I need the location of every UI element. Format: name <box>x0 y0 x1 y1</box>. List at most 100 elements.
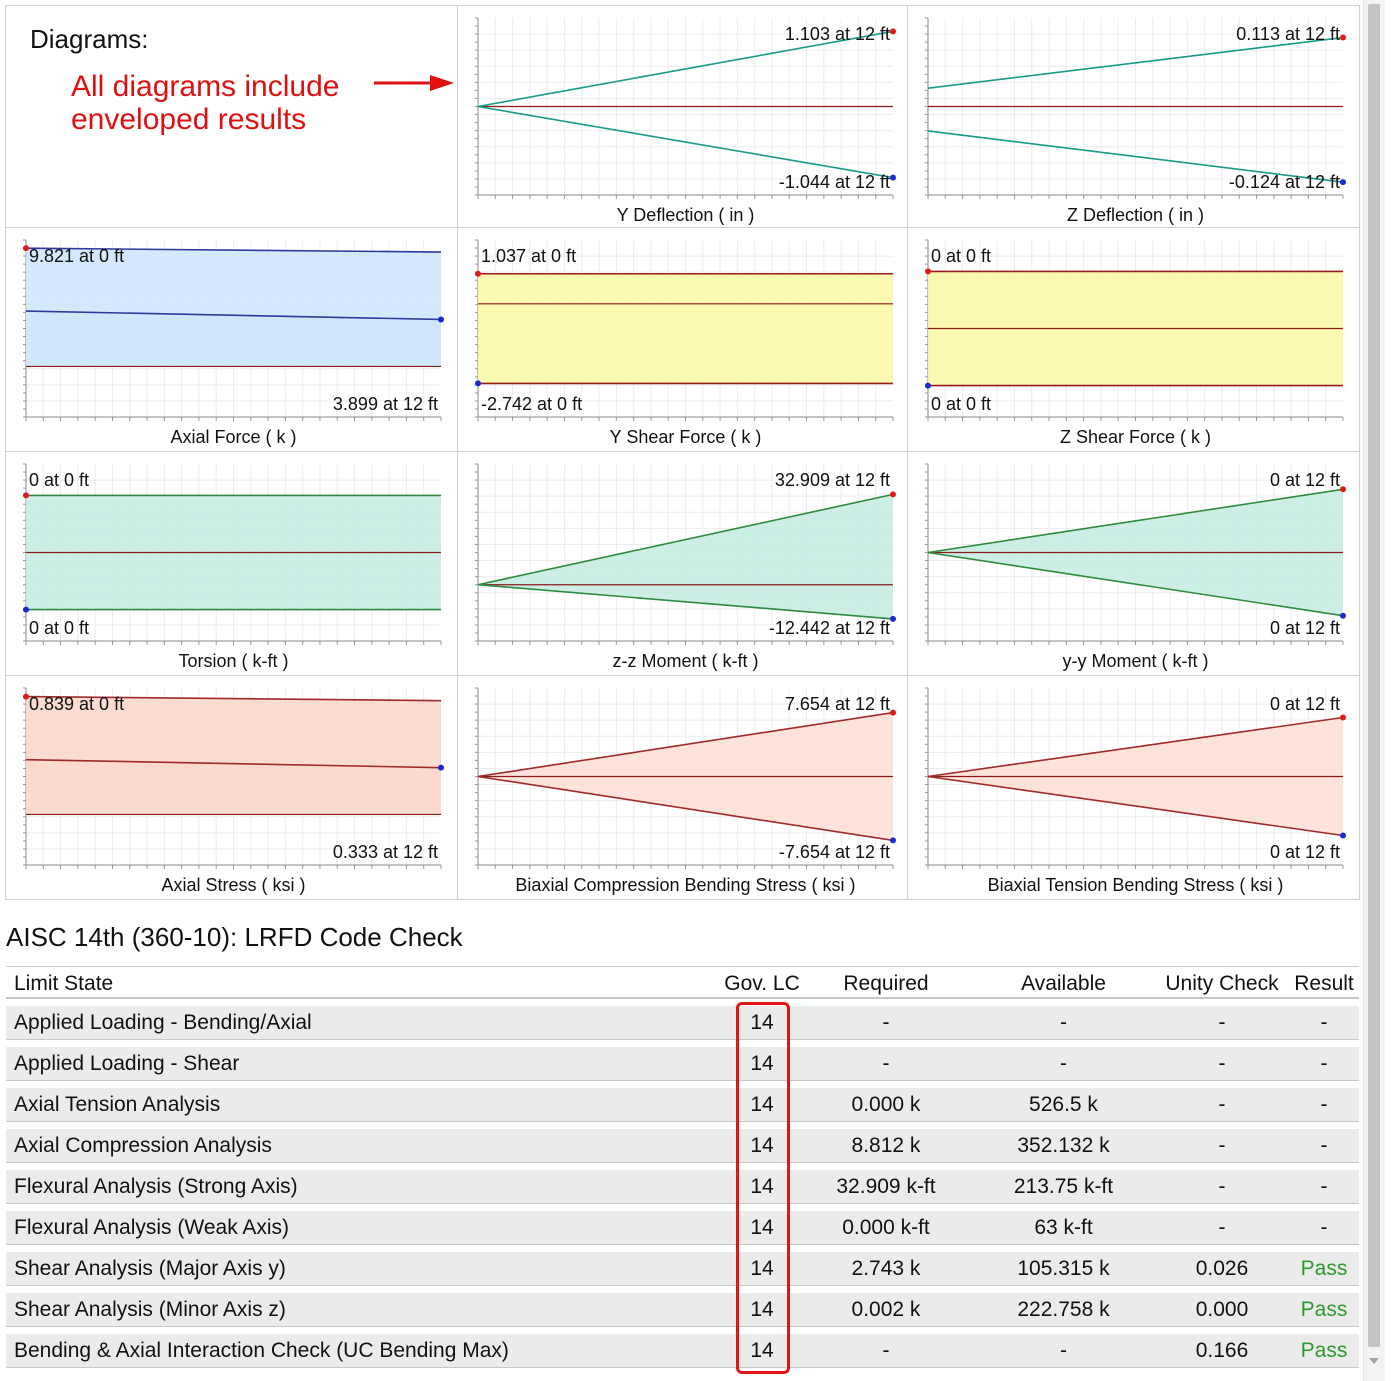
enveloped-results-note: All diagrams include enveloped results <box>71 70 339 136</box>
max-point-marker[interactable] <box>475 270 481 277</box>
note-line-1: All diagrams include <box>71 70 340 103</box>
diagram-title: Axial Stress ( ksi ) <box>161 875 305 895</box>
table-row[interactable]: Bending & Axial Interaction Check (UC Be… <box>6 1334 1359 1368</box>
cell-unity-check: 0.026 <box>1195 1257 1249 1280</box>
table-row[interactable]: Axial Tension Analysis 14 0.000 k 526.5 k - - <box>6 1088 1359 1122</box>
value-annotation: 7.654 at 12 ft <box>785 694 890 714</box>
value-annotation: 0 at 0 ft <box>931 394 991 414</box>
min-point-marker[interactable] <box>1340 179 1346 186</box>
min-point-marker[interactable] <box>890 174 896 181</box>
min-point-marker[interactable] <box>438 764 444 771</box>
diagram-title: Z Shear Force ( k ) <box>1060 427 1211 447</box>
cell-limit-state: Applied Loading - Bending/Axial <box>14 1011 312 1034</box>
cell-limit-state: Bending & Axial Interaction Check (UC Be… <box>14 1339 509 1362</box>
max-point-marker[interactable] <box>1340 714 1346 721</box>
max-point-marker[interactable] <box>890 491 896 498</box>
table-row[interactable]: Applied Loading - Bending/Axial 14 - - - - <box>6 1006 1359 1040</box>
diagram-title: y-y Moment ( k-ft ) <box>1062 651 1208 671</box>
max-point-marker[interactable] <box>890 709 896 716</box>
table-row[interactable]: Shear Analysis (Minor Axis z) 14 0.002 k 22… <box>6 1293 1359 1327</box>
value-annotation: 9.821 at 0 ft <box>29 246 124 266</box>
cell-required: 0.000 k-ft <box>842 1216 930 1239</box>
min-point-marker[interactable] <box>475 380 481 387</box>
cell-limit-state: Axial Tension Analysis <box>14 1093 221 1116</box>
max-point-marker[interactable] <box>23 245 29 252</box>
header-gov-lc[interactable]: Gov. LC <box>724 972 800 995</box>
code-check-rows: Applied Loading - Bending/Axial 14- - - - App… <box>6 1006 1359 1368</box>
table-row[interactable]: Shear Analysis (Major Axis y) 14 2.743 k 10… <box>6 1252 1359 1286</box>
diagram-title: Y Deflection ( in ) <box>617 205 755 225</box>
diagram-zz-moment: 32.909 at 12 ft -12.442 at 12 ft z-z Momen… <box>475 463 896 671</box>
cell-unity-check: 0.166 <box>1195 1339 1249 1362</box>
value-annotation: 0.113 at 12 ft <box>1236 24 1340 44</box>
value-annotation: 0 at 0 ft <box>29 618 89 638</box>
cell-result: - <box>1320 1011 1328 1034</box>
cell-required: - <box>882 1339 890 1362</box>
max-envelope-line <box>477 493 894 586</box>
header-required[interactable]: Required <box>843 972 929 995</box>
cell-gov-lc: 14 <box>750 1339 774 1362</box>
header-limit-state[interactable]: Limit State <box>14 972 114 995</box>
cell-gov-lc: 14 <box>750 1052 774 1075</box>
max-point-marker[interactable] <box>1340 486 1346 493</box>
cell-gov-lc: 14 <box>750 1216 774 1239</box>
cell-gov-lc: 14 <box>750 1134 774 1157</box>
cell-gov-lc: 14 <box>750 1257 774 1280</box>
min-point-marker[interactable] <box>925 382 931 389</box>
value-annotation: 0.839 at 0 ft <box>29 694 124 714</box>
negative-fill-area <box>26 552 441 610</box>
min-envelope-line <box>477 583 894 620</box>
header-unity-check[interactable]: Unity Check <box>1165 972 1279 995</box>
table-row[interactable]: Axial Compression Analysis 14 8.812 k 352.1… <box>6 1129 1359 1163</box>
diagrams-frame <box>5 5 1360 900</box>
table-row[interactable]: Flexural Analysis (Weak Axis) 14 0.000 k-f… <box>6 1211 1359 1245</box>
value-annotation: 32.909 at 12 ft <box>775 470 890 490</box>
positive-fill-area <box>928 271 1343 329</box>
cell-required: 2.743 k <box>851 1257 921 1280</box>
cell-result: - <box>1320 1134 1328 1157</box>
diagram-z-shear-force: 0 at 0 ft 0 at 0 ft Z Shear Force ( k ) <box>925 239 1344 447</box>
note-line-2: enveloped results <box>71 103 307 136</box>
diagram-title: Torsion ( k-ft ) <box>178 651 288 671</box>
cell-gov-lc: 14 <box>750 1011 774 1034</box>
scroll-down-arrow-icon[interactable] <box>1369 1358 1379 1364</box>
max-point-marker[interactable] <box>1340 34 1346 41</box>
table-row[interactable]: Applied Loading - Shear 14 - - - - <box>6 1047 1359 1081</box>
max-point-marker[interactable] <box>890 28 896 35</box>
vertical-scrollbar[interactable] <box>1363 0 1385 1381</box>
min-point-marker[interactable] <box>1340 612 1346 619</box>
min-point-marker[interactable] <box>438 316 444 323</box>
cell-unity-check: - <box>1218 1093 1226 1116</box>
table-row[interactable]: Flexural Analysis (Strong Axis) 14 32.909 … <box>6 1170 1359 1204</box>
value-annotation: 3.899 at 12 ft <box>333 394 438 414</box>
min-point-marker[interactable] <box>1340 832 1346 839</box>
cell-available: 526.5 k <box>1029 1093 1098 1116</box>
max-envelope-line <box>477 30 894 108</box>
diagram-axial-force: 9.821 at 0 ft 3.899 at 12 ft Axial Force (… <box>23 239 444 447</box>
value-annotation: 0 at 0 ft <box>29 470 89 490</box>
scrollbar-thumb[interactable] <box>1368 4 1380 1347</box>
diagram-y-shear-force: 1.037 at 0 ft -2.742 at 0 ft Y Shear Force… <box>475 239 894 447</box>
value-annotation: 0 at 12 ft <box>1270 694 1340 714</box>
header-result[interactable]: Result <box>1294 972 1354 995</box>
max-point-marker[interactable] <box>23 492 29 499</box>
diagram-title: Y Shear Force ( k ) <box>610 427 762 447</box>
min-point-marker[interactable] <box>23 606 29 613</box>
cell-result: Pass <box>1300 1298 1348 1321</box>
max-point-marker[interactable] <box>925 268 931 275</box>
max-point-marker[interactable] <box>23 693 29 700</box>
diagrams-intro: Diagrams: All diagrams include enveloped… <box>8 8 456 226</box>
header-available[interactable]: Available <box>1021 972 1106 995</box>
cell-unity-check: - <box>1218 1052 1226 1075</box>
cell-unity-check: - <box>1218 1175 1226 1198</box>
value-annotation: 0 at 12 ft <box>1270 470 1340 490</box>
cell-limit-state: Shear Analysis (Minor Axis z) <box>14 1298 286 1321</box>
min-point-marker[interactable] <box>890 837 896 844</box>
min-point-marker[interactable] <box>890 615 896 622</box>
cell-available: - <box>1060 1052 1067 1075</box>
value-annotation: -0.124 at 12 ft <box>1229 172 1340 192</box>
cell-unity-check: - <box>1218 1134 1226 1157</box>
diagram-title: z-z Moment ( k-ft ) <box>612 651 758 671</box>
code-check-title: AISC 14th (360-10): LRFD Code Check <box>6 922 463 952</box>
diagram-title: Biaxial Tension Bending Stress ( ksi ) <box>988 875 1284 895</box>
